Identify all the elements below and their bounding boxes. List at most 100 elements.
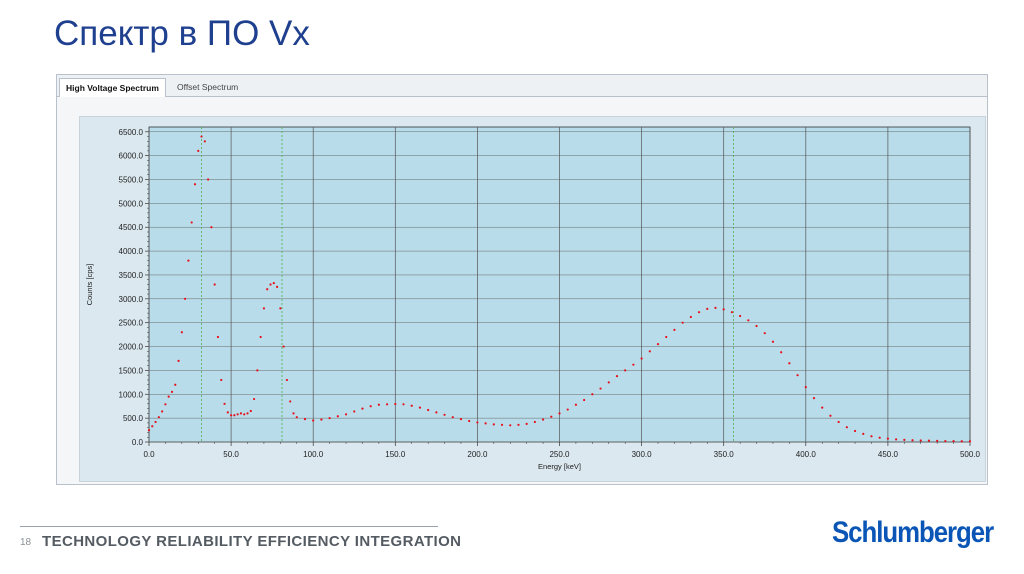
spectrum-point (223, 402, 226, 405)
spectrum-point (837, 420, 840, 424)
y-axis-label: Counts [cps] (85, 264, 94, 306)
spectrum-point (272, 281, 275, 285)
spectrum-point (210, 226, 213, 229)
spectrum-point (911, 439, 914, 442)
spectrum-point (249, 409, 252, 413)
spectrum-point (164, 403, 167, 406)
spectrum-point (292, 412, 295, 415)
spectrum-point (369, 405, 372, 408)
spectrum-point (174, 383, 177, 386)
spectrum-point (968, 440, 972, 443)
spectrum-point (203, 140, 206, 143)
y-tick-label: 4500.0 (119, 223, 144, 232)
spectrum-point (243, 413, 246, 416)
spectrum-point (167, 395, 170, 398)
spectrum-point (427, 408, 430, 412)
spectrum-point (279, 307, 282, 310)
spectrum-point (681, 321, 684, 324)
spectrum-point (919, 439, 922, 442)
y-tick-label: 1500.0 (119, 366, 144, 375)
spectrum-point (262, 307, 266, 310)
spectrum-point (648, 350, 651, 353)
y-tick-label: 500.0 (123, 414, 144, 423)
spectrum-point (500, 423, 504, 426)
spectrum-point (656, 343, 660, 346)
spectrum-point (394, 402, 397, 406)
spectrum-point (632, 363, 635, 366)
x-tick-label: 300.0 (632, 450, 653, 459)
spectrum-point (213, 283, 216, 286)
spectrum-point (607, 381, 610, 384)
spectrum-point (936, 439, 939, 442)
spectrum-point (615, 375, 619, 378)
spectrum-point (533, 420, 536, 424)
spectrum-point (788, 362, 791, 365)
spectrum-point (665, 335, 668, 339)
spectrum-point (853, 429, 857, 433)
spectrum-point (624, 369, 627, 372)
spectrum-point (157, 416, 160, 419)
x-tick-label: 0.0 (143, 450, 155, 459)
spectrum-point (216, 335, 220, 339)
spectrum-point (207, 178, 210, 181)
spectrum-point (492, 423, 495, 426)
spectrum-point (184, 297, 187, 300)
spectrum-point (771, 340, 775, 343)
x-tick-label: 250.0 (549, 450, 570, 459)
y-tick-label: 6000.0 (119, 152, 144, 161)
spectrum-point (361, 407, 364, 410)
spectrum-point (730, 311, 734, 314)
tab-offset-spectrum[interactable]: Offset Spectrum (177, 82, 239, 92)
y-tick-label: 5000.0 (119, 199, 144, 208)
footer-divider (20, 526, 438, 527)
spectrum-point (266, 288, 269, 291)
y-tick-label: 3500.0 (119, 271, 144, 280)
spectrum-point (697, 311, 701, 314)
spectrum-point (640, 357, 643, 360)
page-number: 18 (20, 537, 32, 548)
spectrum-point (385, 403, 389, 406)
y-tick-label: 2500.0 (119, 319, 144, 328)
spectrum-point (295, 416, 298, 419)
spectrum-point (170, 390, 174, 393)
spectrum-point (161, 410, 164, 413)
x-tick-label: 400.0 (796, 450, 817, 459)
y-tick-label: 3000.0 (119, 295, 144, 304)
spectrum-point (193, 183, 197, 186)
spectrum-point (377, 403, 380, 406)
spectrum-point (180, 331, 183, 334)
tab-high-voltage-spectrum[interactable]: High Voltage Spectrum (59, 78, 166, 97)
spectrum-point (509, 424, 512, 427)
spectrum-point (895, 438, 898, 441)
spectrum-point (591, 393, 594, 396)
spectrum-point (903, 438, 906, 441)
y-tick-label: 6500.0 (119, 128, 144, 137)
spectrum-point (517, 423, 520, 426)
spectrum-point (689, 315, 692, 319)
spectrum-point (177, 359, 180, 362)
spectrum-point (197, 149, 200, 152)
x-tick-label: 50.0 (223, 450, 239, 459)
spectrum-point (821, 406, 824, 409)
x-tick-label: 500.0 (960, 450, 981, 459)
spectrum-point (353, 410, 356, 413)
spectrum-point (550, 415, 553, 418)
spectrum-point (804, 386, 807, 389)
footer-tagline: TECHNOLOGY RELIABILITY EFFICIENCY INTEGR… (42, 533, 462, 550)
x-tick-label: 450.0 (878, 450, 899, 459)
spectrum-point (402, 403, 405, 406)
spectrum-point (344, 413, 348, 416)
spectrum-point (220, 378, 223, 382)
spectrum-point (566, 408, 569, 411)
spectrum-point (236, 413, 239, 416)
spectrum-point (706, 307, 709, 310)
spectrum-point (190, 221, 193, 224)
spectrum-point (476, 421, 479, 424)
spectrum-point (328, 417, 331, 420)
spectrum-point (303, 417, 307, 421)
spectrum-point (878, 436, 881, 439)
spectrum-point (862, 432, 865, 435)
spectrum-point (944, 439, 947, 443)
spectrum-point (812, 396, 816, 400)
spectrum-point (739, 314, 742, 318)
